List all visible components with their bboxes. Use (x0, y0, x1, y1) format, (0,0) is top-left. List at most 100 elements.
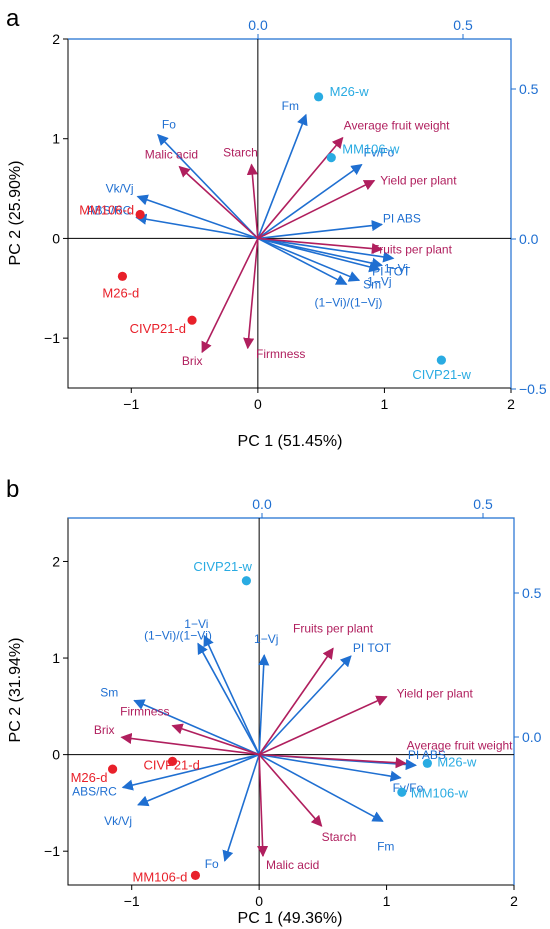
x-tick-label: 0 (255, 893, 263, 909)
score-point (167, 756, 178, 766)
loading-arrow (258, 654, 270, 755)
loading-label: Yield per plant (380, 174, 457, 188)
loading-arrow (257, 220, 384, 240)
score-label: MM106-d (133, 869, 188, 884)
score-label: MM106-w (342, 142, 400, 157)
loading-label: Fm (282, 99, 299, 113)
loading-arrow (259, 753, 407, 769)
loading-arrow (178, 165, 259, 240)
loading-arrow (258, 753, 384, 822)
loading-label: Sm (100, 686, 118, 700)
score-label: MM106-w (411, 785, 469, 800)
panel-label: a (6, 5, 20, 32)
score-point (108, 764, 118, 774)
x-tick-label: −1 (123, 396, 139, 412)
y-axis-label: PC 2 (31.94%) (7, 638, 24, 743)
loading-arrow (171, 723, 260, 756)
x-axis-label: PC 1 (51.45%) (238, 433, 343, 450)
y-tick-label: −1 (44, 843, 60, 859)
loading-arrow (257, 113, 308, 239)
axis-ticks: −1 0 1 2 −1 0 1 2 0.0 0.5 −0.5 0.0 0.5 (44, 17, 547, 412)
loading-label: Fo (205, 857, 219, 871)
loading-arrow (246, 163, 259, 239)
loading-label: Brix (94, 723, 115, 737)
loading-arrow (222, 754, 260, 862)
right-tick-label: 0.0 (522, 729, 542, 745)
loading-arrow (135, 213, 258, 240)
loading-label: Starch (322, 830, 357, 844)
top-tick-label: 0.0 (248, 17, 268, 33)
loading-label: Vk/Vj (104, 814, 132, 828)
loading-arrow (256, 754, 269, 858)
x-tick-label: 1 (381, 396, 389, 412)
loading-label: PI ABS (383, 211, 421, 225)
score-point (314, 92, 324, 102)
loading-label: Malic acid (266, 858, 319, 872)
loading-arrow (136, 194, 259, 240)
score-points: CIVP21-w M26-w MM106-w M26-d CIVP21-d MM106-d (71, 559, 477, 885)
loading-arrow (201, 238, 259, 354)
axis-ticks: −1 0 1 2 −1 0 1 2 0.0 0.5 0.0 0.5 (44, 496, 542, 909)
score-label: M26-w (330, 84, 370, 99)
right-tick-label: 0.5 (519, 81, 539, 97)
loading-arrow (257, 237, 348, 286)
loading-label: PI TOT (353, 641, 392, 655)
score-point (135, 209, 145, 220)
loading-arrow (259, 753, 402, 782)
score-point (117, 271, 128, 281)
loading-label: Average fruit weight (407, 738, 514, 752)
y-axis-label: PC 2 (25.90%) (7, 161, 24, 266)
y-tick-label: −1 (44, 330, 60, 346)
x-tick-label: 1 (383, 893, 391, 909)
loading-label: 1−Vi (384, 261, 408, 275)
loading-arrow (257, 237, 361, 282)
loading-arrow (243, 238, 259, 350)
right-tick-label: −0.5 (519, 381, 547, 397)
loading-label: PI ABS (408, 748, 446, 762)
score-label: M26-d (71, 770, 108, 785)
y-tick-label: 1 (52, 650, 60, 666)
right-tick-label: 0.5 (522, 585, 542, 601)
loading-label: Firmness (256, 347, 305, 361)
score-point (241, 576, 251, 586)
score-label: CIVP21-w (412, 367, 471, 382)
loading-arrow (121, 753, 260, 791)
score-point (187, 315, 197, 325)
loading-arrow (133, 699, 260, 756)
score-point (397, 787, 407, 797)
loading-label: ABS/RC (87, 203, 132, 217)
loading-label: Average fruit weight (344, 119, 451, 133)
loading-arrow (120, 732, 260, 756)
score-label: CIVP21-d (130, 321, 186, 336)
loading-label: Brix (182, 354, 203, 368)
x-tick-label: 2 (507, 396, 515, 412)
loading-label: 1−Vj (254, 632, 278, 646)
loading-label: Fm (377, 839, 394, 853)
score-label: M26-d (102, 285, 139, 300)
y-tick-label: 2 (52, 553, 60, 569)
score-point (326, 153, 336, 163)
score-label: M26-w (437, 754, 477, 769)
loading-label: Fruits per plant (372, 242, 453, 256)
loading-label: Firmness (120, 705, 169, 719)
loading-arrow (137, 753, 260, 807)
loading-label: Yield per plant (397, 687, 474, 701)
loading-label: (1−Vi)/(1−Vj) (315, 295, 383, 309)
score-label: MM106-d (79, 202, 134, 217)
loading-arrow (257, 163, 363, 240)
y-tick-label: 1 (52, 131, 60, 147)
loading-arrow (203, 634, 260, 755)
score-point (422, 758, 432, 768)
top-tick-label: 0.0 (252, 496, 272, 512)
loading-arrow (157, 133, 259, 239)
score-point (436, 355, 446, 365)
loading-label: ABS/RC (72, 784, 117, 798)
score-label: CIVP21-w (193, 559, 252, 574)
loading-arrow (257, 237, 395, 263)
loading-label: Vk/Vj (106, 182, 134, 196)
origin-lines (68, 39, 511, 388)
loading-arrow (258, 754, 323, 827)
loading-label: Fv/Fo (364, 146, 395, 160)
